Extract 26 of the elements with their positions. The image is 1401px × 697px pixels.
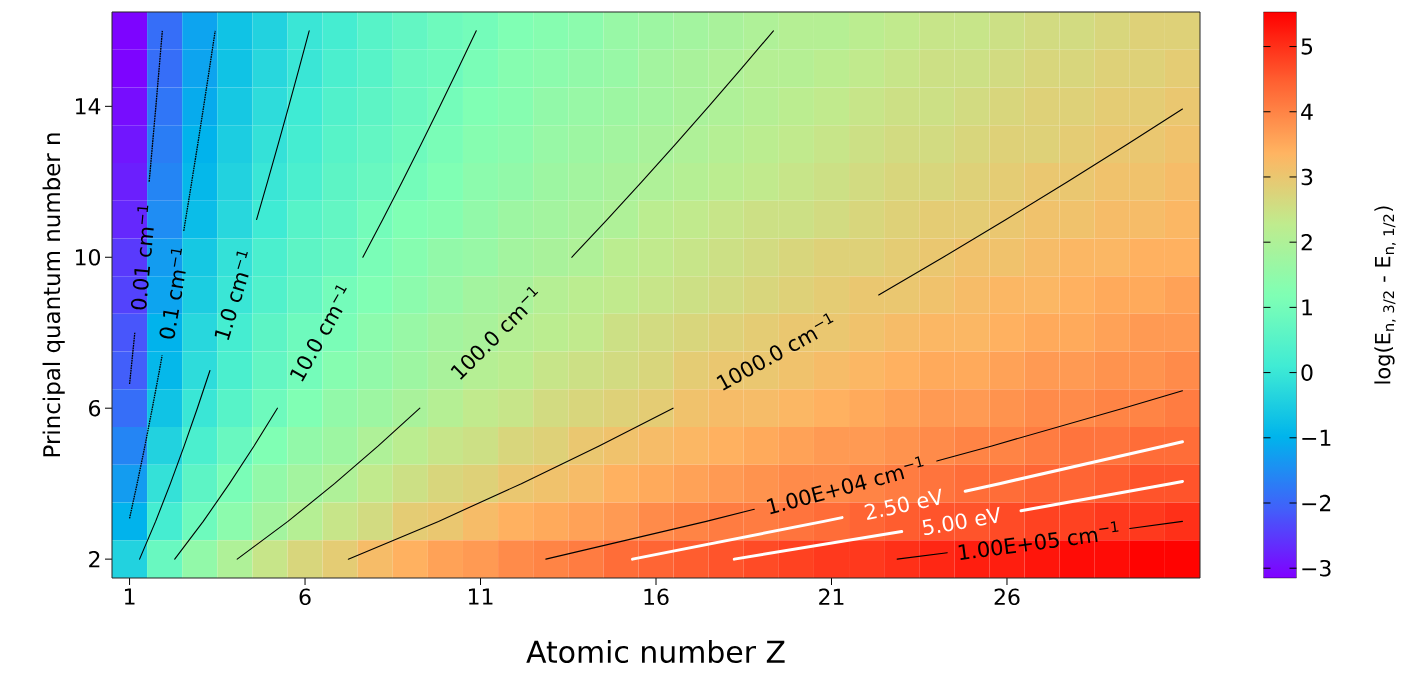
y-tick-label: 10 (76, 248, 101, 266)
text: 10.0 cm$^{−1}$ (290, 285, 347, 382)
y-axis-title: Principal quantum number n (42, 133, 65, 457)
text: 0.01 cm$^{−1}$ (130, 205, 154, 310)
x-tick-label: 11 (468, 588, 493, 605)
x-tick-label: 6 (299, 588, 311, 606)
color-bar-label: 3 (1301, 168, 1313, 186)
y-tick-label: 14 (76, 98, 101, 115)
color-bar-label: 2 (1301, 234, 1312, 251)
x-axis-title: Atomic number Z (526, 639, 785, 664)
color-bar-label: 0 (1301, 364, 1313, 381)
x-tick-label: 26 (994, 588, 1020, 606)
y-tick-label: 6 (89, 399, 101, 417)
color-bar-label: −2 (1302, 494, 1331, 512)
text: 0.1 cm$^{−1}$ (159, 248, 186, 339)
y-tick-label: 2 (89, 551, 100, 568)
x-tick-label: 16 (644, 588, 669, 606)
color-bar-label: 1 (1302, 299, 1312, 316)
color-bar-title: log(E$_{n, 3/2}$ - E$_{n, 1/2}$) (1374, 206, 1396, 384)
color-bar-label: −1 (1302, 429, 1331, 446)
text: 1.0 cm$^{−1}$ (214, 251, 249, 340)
color-bar-label: 5 (1301, 38, 1313, 55)
x-tick-label: 1 (124, 588, 135, 605)
color-bar-label: 4 (1301, 103, 1313, 120)
color-bar-label: −3 (1302, 559, 1331, 577)
x-tick-label: 21 (819, 588, 844, 605)
